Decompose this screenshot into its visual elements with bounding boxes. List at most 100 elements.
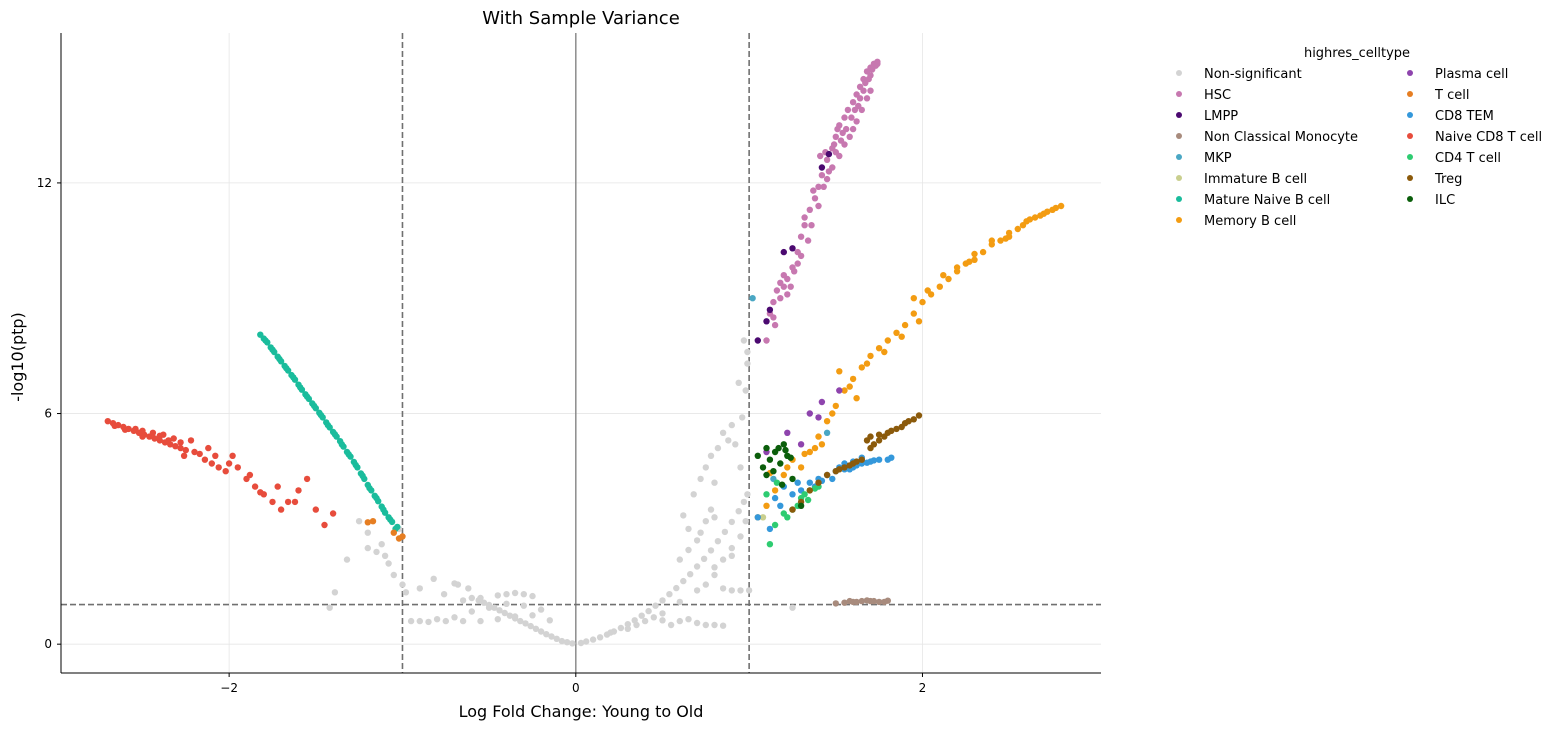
x-tick-label: 2 <box>919 681 927 695</box>
point-hsc <box>777 295 784 302</box>
point-naive-cd8-t-cell <box>257 489 264 496</box>
point-mature-naive-b-cell <box>269 346 276 353</box>
point-hsc <box>844 106 852 114</box>
point-non-significant <box>719 556 727 563</box>
point-non-significant <box>537 628 545 635</box>
point-non-significant <box>728 421 735 429</box>
point-non-significant <box>641 617 649 625</box>
point-non-significant <box>702 621 709 629</box>
point-memory-b-cell <box>784 464 791 471</box>
point-ilc <box>766 456 774 463</box>
point-treg <box>875 437 883 444</box>
point-lmpp <box>825 150 833 158</box>
point-cd4-t-cell <box>801 491 808 498</box>
point-non-significant <box>714 538 722 545</box>
point-memory-b-cell <box>811 444 819 452</box>
point-memory-b-cell <box>846 383 853 390</box>
legend-marker-mature-naive-b-cell <box>1176 196 1182 202</box>
point-non-significant <box>430 575 437 582</box>
point-cd8-tem <box>863 459 871 466</box>
point-mature-naive-b-cell <box>352 461 359 469</box>
point-immature-b-cell <box>759 514 767 521</box>
point-memory-b-cell <box>836 368 843 375</box>
y-tick-label: 12 <box>37 176 52 190</box>
point-hsc <box>801 222 808 229</box>
point-hsc <box>784 291 791 298</box>
point-naive-cd8-t-cell <box>312 506 319 513</box>
point-naive-cd8-t-cell <box>208 460 215 467</box>
point-non-significant <box>693 619 701 627</box>
point-hsc <box>810 187 817 194</box>
point-memory-b-cell <box>1037 212 1044 219</box>
point-t-cell <box>364 519 371 526</box>
point-non-significant <box>480 599 488 606</box>
point-non-significant <box>546 617 553 624</box>
point-non-significant <box>548 633 555 640</box>
point-non-significant <box>702 581 709 588</box>
legend-marker-lmpp <box>1176 112 1182 118</box>
point-memory-b-cell <box>881 348 888 356</box>
legend-marker-mkp <box>1176 154 1182 160</box>
point-naive-cd8-t-cell <box>269 498 276 506</box>
point-lmpp <box>818 164 826 171</box>
point-ilc <box>763 444 770 452</box>
point-non-significant <box>744 491 751 498</box>
point-memory-b-cell <box>1052 204 1060 212</box>
point-naive-cd8-t-cell <box>295 487 302 494</box>
point-mature-naive-b-cell <box>359 472 366 479</box>
point-non-significant <box>714 444 722 452</box>
point-hsc <box>815 202 822 210</box>
point-non-significant <box>543 631 550 638</box>
point-non-significant <box>680 577 687 585</box>
point-non-significant <box>331 589 339 596</box>
point-non-significant <box>744 348 751 356</box>
point-naive-cd8-t-cell <box>215 464 222 471</box>
point-naive-cd8-t-cell <box>177 444 184 452</box>
point-memory-b-cell <box>979 248 987 256</box>
x-axis-label: Log Fold Change: Young to Old <box>459 702 704 721</box>
point-naive-cd8-t-cell <box>291 498 299 506</box>
point-non-significant <box>373 548 380 556</box>
legend-label-immature-b-cell: Immature B cell <box>1204 172 1307 187</box>
chart-title: With Sample Variance <box>482 8 680 29</box>
point-non-significant <box>522 620 529 627</box>
legend-marker-treg <box>1407 175 1413 181</box>
point-memory-b-cell <box>829 410 836 417</box>
point-lmpp <box>763 318 770 325</box>
point-cd8-tem <box>754 514 761 521</box>
point-cd8-tem <box>794 479 801 486</box>
point-mature-naive-b-cell <box>394 523 401 531</box>
point-ilc <box>782 446 789 454</box>
point-ilc <box>777 460 784 467</box>
point-hsc <box>780 283 787 290</box>
point-t-cell <box>395 535 403 542</box>
point-lmpp <box>780 248 787 256</box>
point-hsc <box>797 252 805 260</box>
point-memory-b-cell <box>797 464 805 471</box>
reference-lines <box>61 33 1101 673</box>
point-mature-naive-b-cell <box>290 374 297 381</box>
point-non-classical-monocyte <box>846 597 853 605</box>
point-memory-b-cell <box>901 321 909 329</box>
point-memory-b-cell <box>893 329 900 336</box>
point-non-significant <box>667 621 675 629</box>
point-non-significant <box>459 617 467 625</box>
point-non-significant <box>563 639 571 646</box>
point-non-significant <box>737 587 744 594</box>
legend-marker-non-significant <box>1176 70 1182 76</box>
point-non-significant <box>577 639 585 647</box>
point-naive-cd8-t-cell <box>191 448 198 456</box>
point-hsc <box>770 298 777 306</box>
point-naive-cd8-t-cell <box>222 468 229 475</box>
scatter-points <box>104 58 1065 647</box>
point-mature-naive-b-cell <box>345 451 352 458</box>
point-hsc <box>839 129 846 137</box>
point-hsc <box>846 133 853 140</box>
point-treg <box>910 416 917 423</box>
point-mature-naive-b-cell <box>317 411 325 419</box>
point-non-significant <box>721 528 729 536</box>
point-non-significant <box>503 591 510 598</box>
point-hsc <box>770 314 777 321</box>
point-non-significant <box>633 621 640 629</box>
point-mature-naive-b-cell <box>262 337 269 344</box>
